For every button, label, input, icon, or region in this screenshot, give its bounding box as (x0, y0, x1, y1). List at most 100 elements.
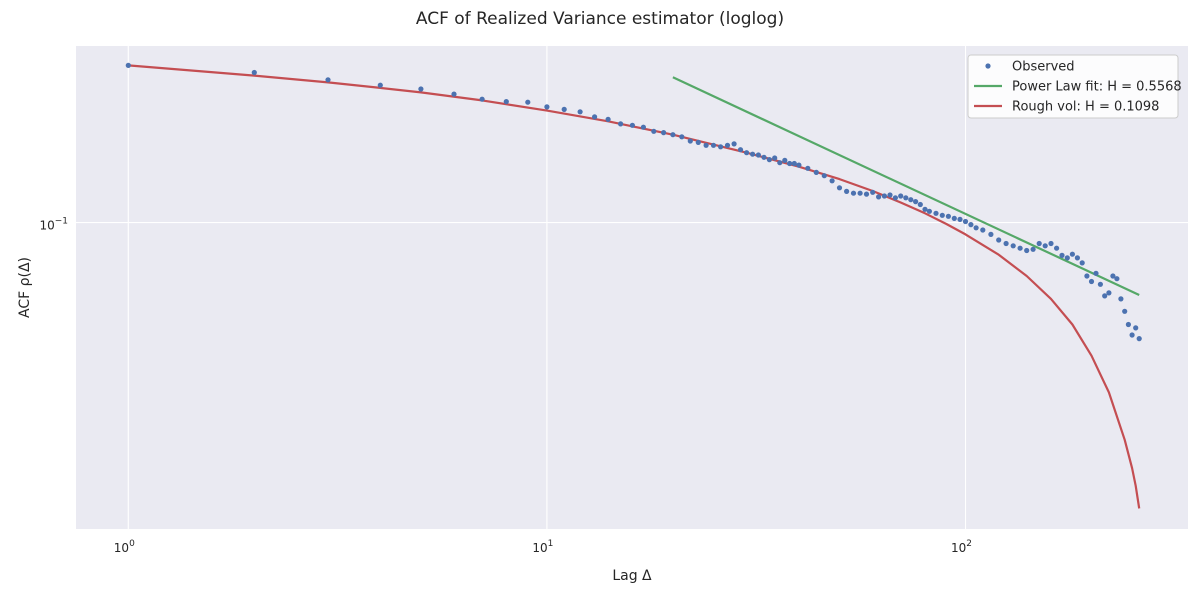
observed-point (592, 114, 598, 120)
observed-point (1042, 243, 1048, 249)
legend-box (967, 54, 1179, 119)
observed-point (618, 121, 624, 127)
x-tick-label: 102 (951, 539, 972, 555)
observed-point (661, 130, 667, 136)
observed-point (629, 122, 636, 128)
observed-point (544, 104, 550, 110)
grid-layer (76, 46, 1188, 529)
observed-point (1102, 293, 1108, 299)
observed-point (451, 91, 457, 97)
observed-point (737, 147, 744, 153)
observed-point (744, 150, 750, 156)
observed-point (844, 188, 850, 194)
observed-point (1079, 260, 1085, 266)
observed-point (887, 192, 893, 198)
observed-point (1024, 247, 1030, 254)
observed-point (640, 124, 647, 130)
observed-point (1030, 246, 1036, 252)
observed-point (796, 162, 802, 168)
observed-point (1097, 281, 1103, 287)
observed-point (1118, 296, 1124, 302)
observed-point (988, 231, 994, 237)
legend-label: Observed (1012, 60, 1075, 75)
tick-layer: 100 101 102 10−1 (39, 217, 972, 555)
observed-point (750, 151, 756, 157)
observed-point (968, 222, 974, 228)
observed-point (1054, 245, 1060, 251)
observed-point (996, 237, 1002, 243)
x-tick-label: 101 (532, 539, 553, 555)
observed-point (939, 212, 945, 218)
observed-point (829, 178, 835, 184)
observed-point (703, 142, 709, 148)
observed-point (1069, 251, 1075, 257)
observed-point (898, 193, 904, 199)
observed-point (1114, 276, 1120, 282)
observed-point (1074, 255, 1080, 261)
observed-point (787, 160, 793, 167)
observed-point (836, 185, 843, 191)
observed-point (821, 173, 827, 179)
observed-point (679, 134, 685, 140)
observed-point (503, 99, 509, 105)
observed-point (710, 142, 717, 148)
observed-point (755, 152, 762, 158)
observed-point (1093, 270, 1099, 276)
observed-point (926, 208, 933, 214)
observed-point (1010, 243, 1016, 249)
observed-point (1136, 336, 1142, 342)
observed-point (479, 96, 485, 102)
observed-point (761, 154, 767, 160)
observed-point (850, 190, 857, 196)
observed-point (577, 109, 583, 115)
observed-point (1125, 321, 1131, 328)
observed-point (695, 139, 701, 145)
observed-point (805, 165, 811, 171)
y-axis-label: ACF ρ(Δ) (17, 257, 33, 318)
y-tick-label: 10−1 (39, 217, 68, 233)
x-axis-label: Lag Δ (612, 568, 652, 584)
observed-point (951, 215, 957, 221)
observed-point (731, 141, 737, 147)
chart-title: ACF of Realized Variance estimator (logl… (415, 9, 785, 29)
observed-point (913, 199, 919, 205)
observed-point (1036, 240, 1042, 247)
observed-point (1088, 278, 1095, 285)
observed-point (892, 195, 899, 201)
x-tick-label: 100 (114, 539, 135, 555)
series-layer (125, 62, 1142, 509)
observed-point (1084, 273, 1090, 279)
observed-point (605, 116, 611, 122)
observed-point (525, 99, 531, 105)
observed-point (881, 193, 888, 199)
observed-point (1106, 290, 1112, 296)
legend-marker-observed (985, 63, 991, 69)
legend: Observed Power Law fit: H = 0.5568 Rough v… (967, 54, 1182, 119)
observed-point (687, 138, 693, 144)
observed-point (782, 157, 788, 163)
observed-point (1122, 308, 1128, 314)
observed-point (870, 189, 876, 195)
observed-point (813, 169, 819, 175)
observed-point (791, 160, 797, 167)
observed-point (1129, 332, 1135, 338)
observed-point (980, 227, 986, 233)
observed-point (863, 191, 870, 197)
observed-point (1133, 325, 1139, 331)
observed-point (1003, 240, 1009, 247)
observed-point (1048, 240, 1054, 247)
observed-point (876, 194, 882, 200)
observed-point (418, 86, 424, 92)
observed-point (561, 106, 567, 112)
observed-point (1064, 255, 1070, 261)
observed-point (377, 82, 383, 88)
observed-point (651, 128, 657, 134)
observed-point (962, 218, 969, 225)
observed-point (718, 144, 724, 150)
power-law-line (672, 76, 1140, 296)
observed-point (908, 197, 914, 203)
observed-point (957, 216, 963, 222)
observed-point (1059, 252, 1065, 258)
observed-point (903, 195, 909, 201)
